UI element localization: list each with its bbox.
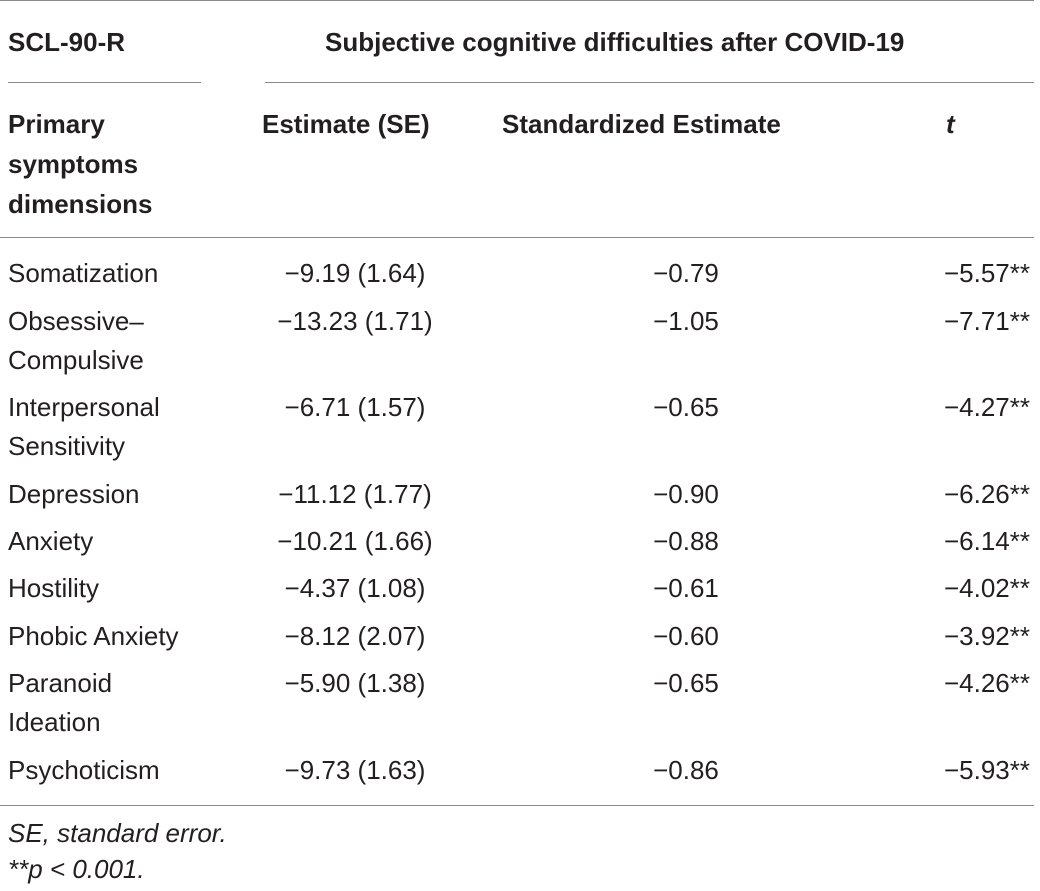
header-col-standardized: Standardized Estimate	[502, 109, 781, 139]
row-standardized: −0.65	[653, 668, 719, 698]
row-estimate: −11.12 (1.77)	[278, 479, 432, 509]
row-estimate: −13.23 (1.71)	[277, 306, 433, 336]
row-standardized: −0.65	[653, 392, 719, 422]
row-label: Paranoid Ideation	[8, 668, 113, 737]
row-t: −4.02**	[943, 573, 1030, 603]
row-label: Obsessive– Compulsive	[8, 306, 144, 375]
row-t: −3.92**	[943, 621, 1030, 651]
row-t: −4.26**	[943, 668, 1030, 698]
row-label: Depression	[8, 479, 140, 509]
row-estimate: −6.71 (1.57)	[284, 392, 426, 422]
row-standardized: −1.05	[653, 306, 719, 336]
header-col-label: Primary symptoms dimensions	[8, 109, 153, 219]
row-label: Anxiety	[8, 526, 94, 556]
row-t: −7.71**	[943, 306, 1030, 336]
header-span-rule	[265, 82, 1034, 83]
header-left-rule	[8, 82, 201, 83]
header-left-title: SCL-90-R	[8, 27, 126, 57]
footnote-p: **p < 0.001.	[8, 854, 145, 884]
header-col-estimate: Estimate (SE)	[262, 109, 430, 139]
row-standardized: −0.61	[653, 573, 719, 603]
row-label: Psychoticism	[8, 755, 160, 785]
row-label: Interpersonal Sensitivity	[8, 392, 160, 461]
row-standardized: −0.88	[653, 526, 719, 556]
table-bottom-rule	[0, 805, 1034, 806]
row-standardized: −0.86	[653, 755, 719, 785]
row-estimate: −5.90 (1.38)	[284, 668, 426, 698]
row-standardized: −0.60	[653, 621, 719, 651]
row-estimate: −9.73 (1.63)	[284, 755, 426, 785]
header-bottom-rule	[0, 237, 1034, 238]
row-t: −6.26**	[943, 479, 1030, 509]
row-estimate: −10.21 (1.66)	[277, 526, 433, 556]
row-t: −5.57**	[943, 258, 1030, 288]
row-label: Somatization	[8, 258, 159, 288]
row-label: Hostility	[8, 573, 100, 603]
table-top-rule	[0, 0, 1034, 1]
row-estimate: −8.12 (2.07)	[284, 621, 426, 651]
row-standardized: −0.79	[653, 258, 719, 288]
row-estimate: −9.19 (1.64)	[284, 258, 426, 288]
header-col-t: t	[946, 109, 955, 139]
row-t: −6.14**	[943, 526, 1030, 556]
row-standardized: −0.90	[653, 479, 719, 509]
row-label: Phobic Anxiety	[8, 621, 179, 651]
header-span-title: Subjective cognitive difficulties after …	[325, 27, 905, 57]
row-t: −5.93**	[943, 755, 1030, 785]
footnote-se: SE, standard error.	[8, 818, 227, 848]
row-t: −4.27**	[943, 392, 1030, 422]
row-estimate: −4.37 (1.08)	[284, 573, 426, 603]
